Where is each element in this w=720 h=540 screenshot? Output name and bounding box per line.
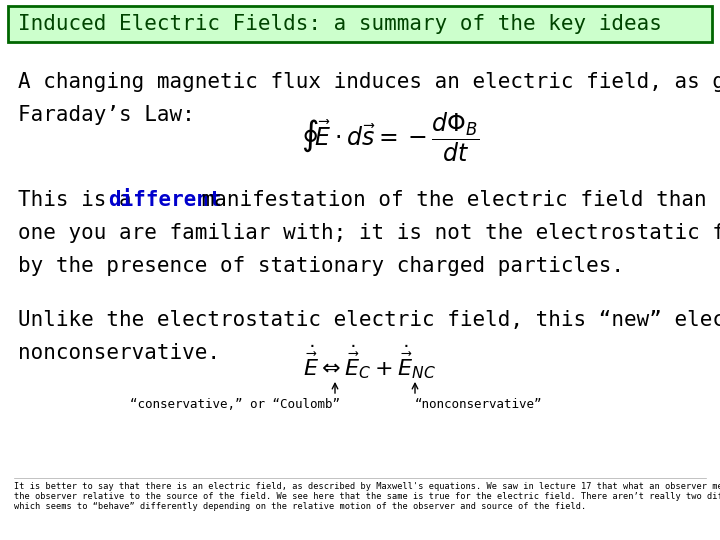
Text: “conservative,” or “Coulomb”: “conservative,” or “Coulomb” <box>130 398 340 411</box>
Text: $\oint\!\vec{E}\cdot d\vec{s} = -\dfrac{d\Phi_B}{dt}$: $\oint\!\vec{E}\cdot d\vec{s} = -\dfrac{… <box>301 110 480 164</box>
Text: Faraday’s Law:: Faraday’s Law: <box>18 105 194 125</box>
Text: Induced Electric Fields: a summary of the key ideas: Induced Electric Fields: a summary of th… <box>18 14 662 34</box>
Text: It is better to say that there is an electric field, as described by Maxwell's e: It is better to say that there is an ele… <box>14 482 720 491</box>
Text: A changing magnetic flux induces an electric field, as given by: A changing magnetic flux induces an elec… <box>18 72 720 92</box>
Text: manifestation of the electric field than the: manifestation of the electric field than… <box>189 190 720 210</box>
Text: “nonconservative”: “nonconservative” <box>415 398 542 411</box>
Text: $\dot{\vec{E}} \Leftrightarrow \dot{\vec{E}}_C + \dot{\vec{E}}_{NC}$: $\dot{\vec{E}} \Leftrightarrow \dot{\vec… <box>303 343 436 381</box>
Text: nonconservative.: nonconservative. <box>18 343 220 363</box>
Text: which seems to “behave” differently depending on the relative motion of the obse: which seems to “behave” differently depe… <box>14 502 586 511</box>
Text: by the presence of stationary charged particles.: by the presence of stationary charged pa… <box>18 256 624 276</box>
Text: Unlike the electrostatic electric field, this “new” electric field is: Unlike the electrostatic electric field,… <box>18 310 720 330</box>
Text: different: different <box>108 190 222 210</box>
FancyBboxPatch shape <box>8 6 712 42</box>
Text: This is a: This is a <box>18 190 144 210</box>
Text: the observer relative to the source of the field. We see here that the same is t: the observer relative to the source of t… <box>14 492 720 501</box>
Text: one you are familiar with; it is not the electrostatic field caused: one you are familiar with; it is not the… <box>18 223 720 243</box>
